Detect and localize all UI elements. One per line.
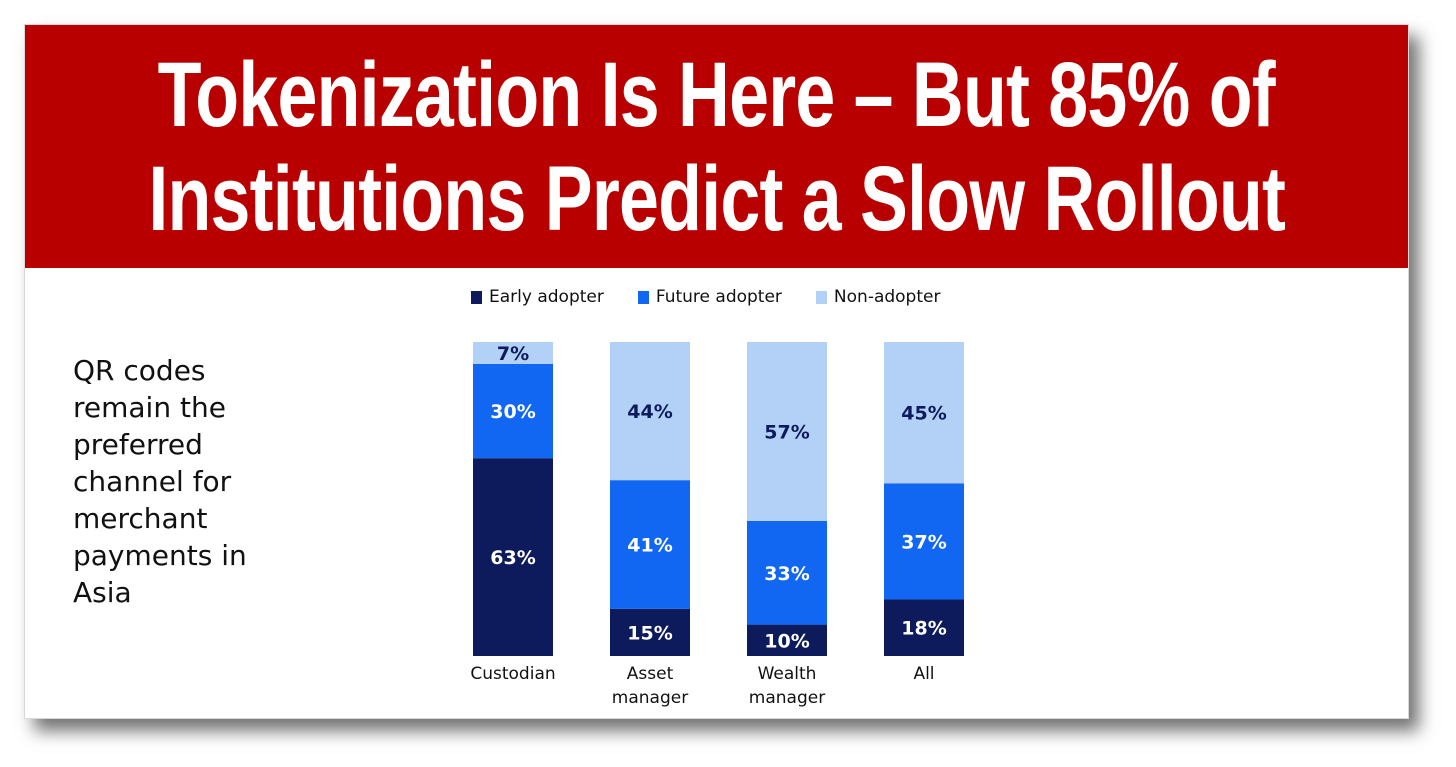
bar-segment [747,624,827,656]
legend-swatch-future [637,290,649,304]
stacked-bar-chart: 63% 30% 7% Custodian 15% 41% 44% Asset manager 10… [470,342,964,708]
bar-segment [610,342,690,481]
bar-value-label: 41% [627,535,672,557]
headline-line-1: Tokenization Is Here – But 85% of [157,43,1276,146]
bar-segment [884,483,964,600]
category-label: All [913,664,934,684]
chart-legend: Early adopter Future adopter Non-adopter [471,287,940,307]
legend-swatch-early [471,290,482,304]
category-label: Custodian [470,664,555,684]
legend-swatch-non [815,290,827,304]
legend-label-future: Future adopter [655,287,782,307]
bar-value-label: 10% [764,630,809,652]
bar-value-label: 37% [901,531,946,553]
legend-label-early: Early adopter [489,287,604,307]
bar-segment [610,480,690,609]
bar-value-label: 63% [490,547,535,569]
bar-value-label: 18% [901,618,946,640]
bar-segment [473,342,553,364]
category-label: Wealth [758,664,817,684]
bar-segment [747,520,827,625]
bar-segment [610,608,690,656]
bar-segment [473,458,553,656]
legend-label-non: Non-adopter [833,287,941,307]
bar-segment [747,342,827,521]
legend-item-early: Early adopter [471,287,604,307]
bar-value-label: 15% [627,622,672,644]
bar-segment [884,342,964,484]
bar-value-label: 57% [764,421,809,443]
content-card: Tokenization Is Here – But 85% of Instit… [24,24,1409,719]
bar-segment [884,599,964,656]
category-label: Asset [627,664,674,684]
bar-value-label: 30% [490,401,535,423]
bar-value-label: 33% [764,563,809,585]
legend-item-non: Non-adopter [815,287,941,307]
category-label: manager [749,688,825,708]
bar-value-label: 45% [901,403,946,425]
headline-line-2: Institutions Predict a Slow Rollout [148,147,1286,250]
bar-segment [473,363,553,459]
headline-banner: Tokenization Is Here – But 85% of Instit… [25,25,1408,268]
category-label: manager [612,688,688,708]
side-caption: QR codes remain the preferred channel fo… [73,354,247,609]
bar-value-label: 7% [497,343,529,365]
bar-value-label: 44% [627,401,672,423]
legend-item-future: Future adopter [637,287,782,307]
